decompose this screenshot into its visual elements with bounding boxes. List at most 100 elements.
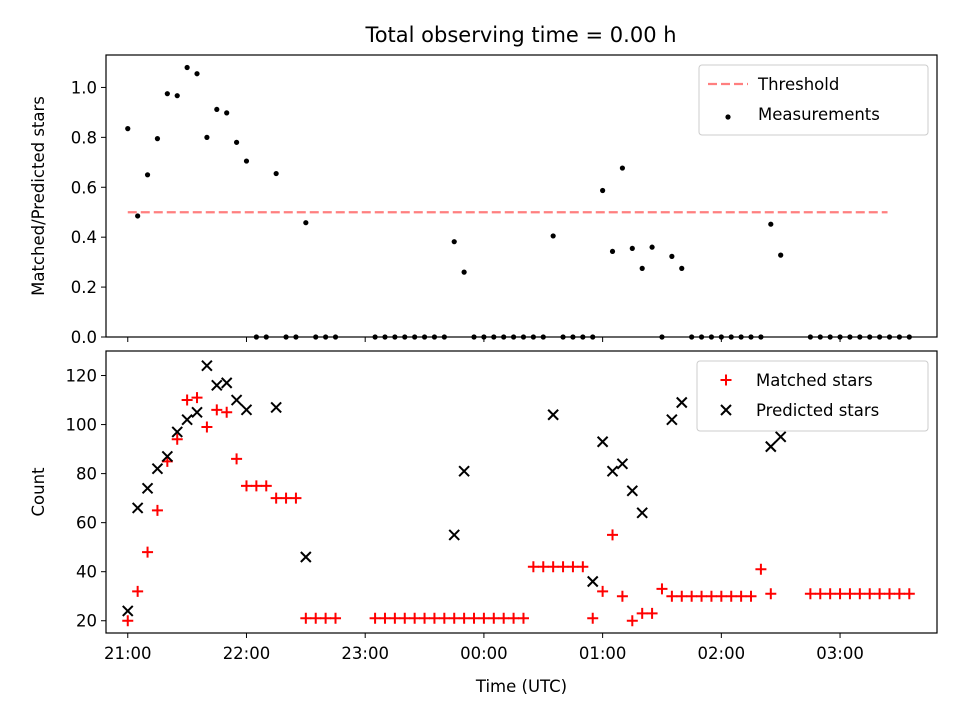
data-point (715, 590, 727, 602)
legend-label: Threshold (757, 75, 839, 94)
data-point (814, 588, 826, 600)
data-point (864, 588, 876, 600)
data-point (705, 590, 717, 602)
data-point (270, 401, 282, 414)
data-point (629, 245, 635, 252)
data-point (171, 426, 183, 438)
x-axis-label: Time (UTC) (475, 677, 567, 696)
data-point (181, 394, 193, 406)
data-point (527, 561, 539, 573)
y-tick-label: 1.0 (71, 78, 97, 97)
top-panel: 0.0 0.2 0.4 0.6 0.8 1.0 Matched/Predicted star… (29, 54, 938, 347)
data-point (131, 502, 144, 514)
y-tick-label: 120 (66, 367, 98, 386)
data-point (498, 612, 510, 624)
y-tick-label: 100 (66, 416, 98, 435)
data-point (626, 485, 639, 497)
data-point (636, 507, 648, 519)
data-point (458, 465, 470, 477)
data-point (537, 561, 549, 573)
data-point (310, 612, 322, 624)
data-point (804, 588, 816, 600)
y-tick-label: 0.6 (71, 178, 97, 197)
data-point (824, 588, 836, 600)
data-point (646, 607, 658, 619)
x-tick-label: 00:00 (460, 644, 508, 663)
data-point (616, 458, 629, 470)
data-point (330, 612, 342, 624)
x-tick-label: 22:00 (223, 644, 271, 663)
data-point (303, 220, 309, 226)
data-point (389, 612, 401, 624)
data-point (369, 612, 381, 624)
data-point (669, 253, 675, 259)
data-point (320, 612, 332, 624)
x-tick-label: 01:00 (579, 644, 627, 663)
x-tick-label: 23:00 (341, 644, 389, 663)
data-point (125, 126, 131, 132)
data-point (409, 612, 421, 624)
y-tick-label: 0.0 (71, 328, 97, 347)
data-point (191, 392, 203, 404)
data-point (240, 404, 253, 416)
legend-dot-swatch (725, 114, 731, 120)
data-point (547, 409, 559, 421)
data-point (884, 588, 896, 600)
data-point (508, 612, 520, 624)
data-point (577, 561, 589, 573)
data-point (191, 406, 203, 419)
data-point (903, 588, 915, 600)
y-axis-label: Count (29, 467, 48, 517)
data-point (171, 433, 183, 445)
data-point (488, 612, 500, 624)
data-point (600, 187, 606, 194)
data-point (844, 588, 856, 600)
x-tick-label: 03:00 (816, 644, 864, 663)
data-point (774, 431, 787, 443)
y-tick-label: 0.8 (71, 128, 97, 147)
data-point (300, 551, 312, 563)
data-point (144, 172, 151, 178)
data-point (220, 377, 233, 389)
data-point (419, 612, 431, 624)
x-tick-label: 02:00 (698, 644, 746, 663)
data-point (834, 588, 846, 600)
data-point (448, 529, 460, 541)
data-point (679, 265, 685, 271)
data-point (211, 404, 223, 416)
data-point (250, 480, 262, 492)
y-tick-label: 60 (76, 514, 97, 533)
data-point (616, 590, 628, 602)
data-point (547, 561, 559, 573)
data-point (142, 546, 154, 558)
data-point (451, 239, 457, 245)
legend-label: Matched stars (756, 371, 873, 390)
data-point (290, 492, 302, 504)
axes-frame (105, 54, 938, 338)
bottom-panel: 20 40 60 80 100 120 21:00 22:00 23:00 00:00 01:00 0… (29, 350, 938, 696)
data-point (745, 590, 757, 602)
data-point (755, 563, 767, 575)
data-point (666, 590, 678, 602)
data-point (893, 588, 905, 600)
data-point (151, 504, 163, 516)
data-point (194, 71, 200, 77)
data-point (151, 462, 164, 475)
data-point (517, 612, 529, 624)
x-tick-label: 21:00 (104, 644, 152, 663)
data-point (666, 413, 678, 426)
data-point (636, 607, 648, 619)
data-point (161, 450, 174, 463)
data-point (231, 453, 243, 465)
data-point (606, 465, 619, 477)
data-point (656, 583, 668, 595)
data-point (135, 213, 141, 219)
data-point (461, 269, 467, 275)
data-point (214, 106, 220, 113)
y-axis-label: Matched/Predicted stars (29, 96, 48, 296)
data-point (639, 265, 645, 271)
data-point (181, 413, 193, 426)
y-tick-label: 40 (76, 563, 97, 582)
y-tick-label: 0.2 (71, 278, 97, 297)
